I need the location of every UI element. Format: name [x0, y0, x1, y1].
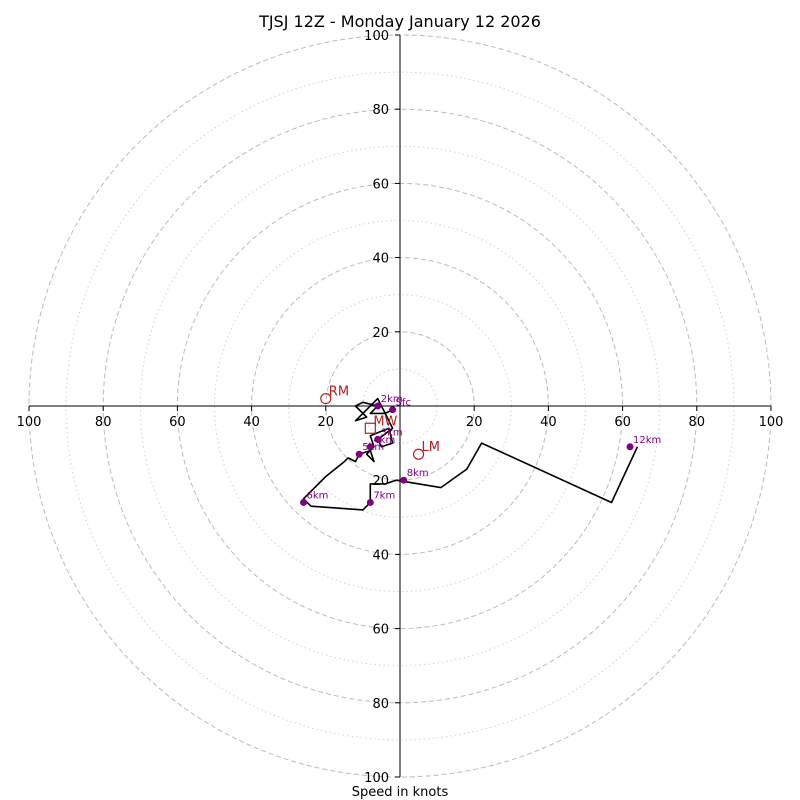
height-marker-5km: [355, 450, 363, 458]
storm-motion-label-RM: RM: [329, 385, 349, 400]
x-tick-label: 20: [318, 415, 335, 430]
x-tick-label: 20: [466, 415, 483, 430]
x-tick-label: 60: [614, 415, 631, 430]
x-tick-label: 40: [243, 415, 260, 430]
storm-motion-label-LM: LM: [422, 440, 440, 455]
storm-motion-markers: RM LM MW: [320, 385, 440, 460]
height-label-6km: 6km: [307, 490, 329, 501]
hodograph-trace-line: [302, 397, 639, 511]
height-label-3km: 3km: [381, 427, 403, 438]
height-label-7km: 7km: [373, 490, 395, 501]
height-marker-4km: [366, 443, 374, 451]
height-label-5km: 5km: [362, 442, 384, 453]
height-marker-12km: [626, 443, 634, 451]
storm-motion-MW: [364, 422, 376, 434]
wind-trace: [302, 397, 639, 511]
height-label-8km: 8km: [407, 468, 429, 479]
y-tick-label: 20: [372, 326, 389, 341]
storm-motion-label-MW: MW: [373, 414, 397, 429]
height-label-Sfc: Sfc: [396, 398, 411, 409]
height-marker-3km: [374, 435, 382, 443]
y-tick-label: 40: [372, 548, 389, 563]
y-tick-label: 100: [364, 29, 389, 44]
storm-motion-RM: [320, 392, 332, 405]
height-marker-6km: [300, 498, 308, 506]
y-tick-label: 60: [372, 177, 389, 192]
x-axis-label: Speed in knots: [352, 785, 449, 800]
height-label-12km: 12km: [633, 435, 661, 446]
chart-axes: [29, 35, 771, 777]
height-label-2km: 2km: [381, 394, 403, 405]
y-tick-label: 80: [372, 103, 389, 118]
y-tick-label: 60: [372, 623, 389, 638]
height-marker-8km: [400, 476, 408, 484]
height-marker-Sfc: [389, 406, 397, 414]
storm-motion-LM: [412, 448, 425, 460]
chart-title: TJSJ 12Z - Monday January 12 2026: [258, 12, 541, 31]
x-tick-label: 100: [759, 415, 784, 430]
x-tick-label: 100: [17, 415, 42, 430]
x-tick-label: 60: [169, 415, 186, 430]
y-tick-label: 80: [372, 697, 389, 712]
height-label-4km: 4km: [373, 435, 395, 446]
height-marker-7km: [366, 498, 374, 506]
x-tick-label: 40: [540, 415, 557, 430]
height-marker-2km: [374, 402, 382, 410]
y-tick-label: 20: [372, 474, 389, 489]
y-tick-label: 100: [364, 771, 389, 786]
y-tick-label: 40: [372, 252, 389, 267]
axis-ticks: 100 80 60 40 20 20 40 60 80 100 100 80 60 40 20 20 40 60 8…: [17, 29, 784, 786]
x-tick-label: 80: [689, 415, 706, 430]
x-tick-label: 80: [95, 415, 112, 430]
